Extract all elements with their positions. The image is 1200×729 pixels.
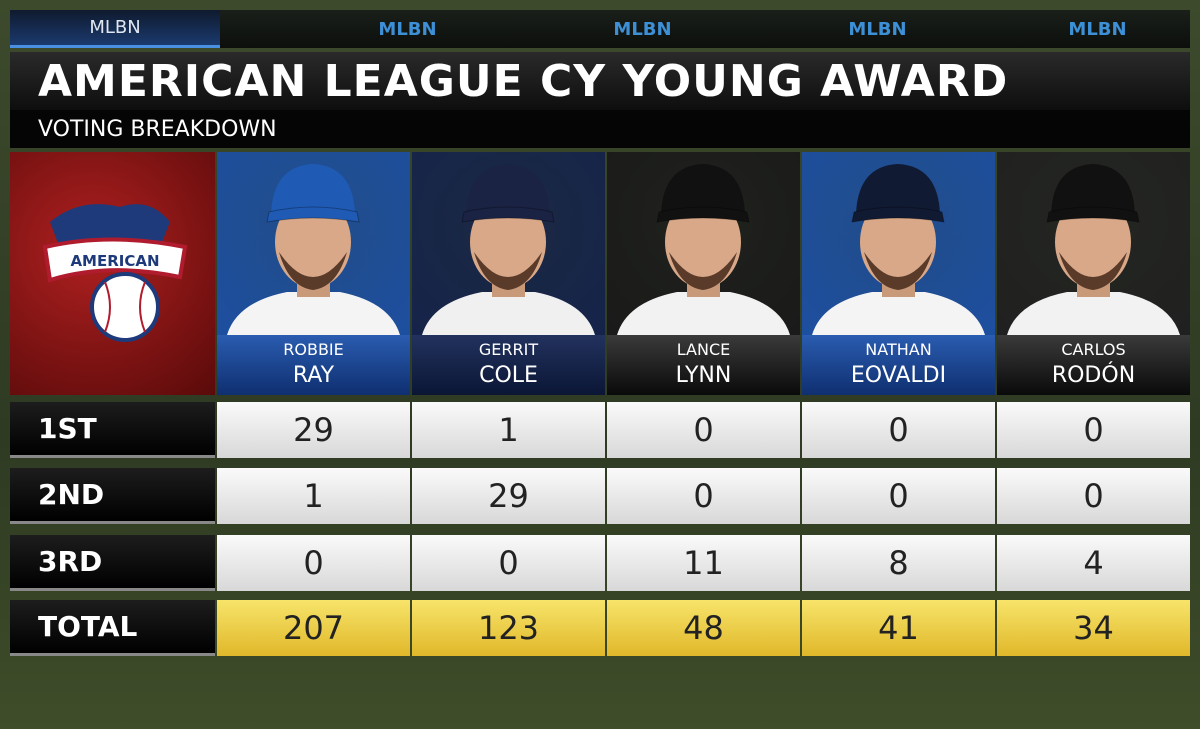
row-label: 3RD [10, 535, 215, 591]
last-name: RAY [292, 363, 335, 388]
name-plate: ROBBIE RAY [217, 335, 410, 395]
vote-cell: 0 [607, 468, 800, 524]
network-tab: MLBN [613, 18, 672, 40]
cap-brim [461, 206, 555, 223]
cap [661, 164, 745, 214]
face [470, 196, 546, 288]
first-name: CARLOS [1061, 340, 1126, 359]
player-photo [607, 152, 800, 335]
player-photo [997, 152, 1190, 335]
name-plate: GERRIT COLE [412, 335, 605, 395]
last-name: COLE [479, 363, 538, 388]
cap-brim [266, 206, 360, 223]
player-photo [412, 152, 605, 335]
total-cell: 41 [802, 600, 995, 656]
cap [466, 164, 550, 214]
face [275, 196, 351, 288]
player-art [812, 164, 985, 335]
beard [279, 252, 347, 290]
title: AMERICAN LEAGUE CY YOUNG AWARD [10, 52, 1190, 110]
name-plate: LANCE LYNN [607, 335, 800, 395]
last-name: RODÓN [1051, 363, 1136, 388]
vote-cell: 0 [217, 535, 410, 591]
cap [1051, 164, 1135, 214]
vote-cell: 11 [607, 535, 800, 591]
cap [271, 164, 355, 214]
logo-text: AMERICAN [70, 252, 159, 270]
total-cell: 48 [607, 600, 800, 656]
first-name: NATHAN [865, 340, 932, 359]
jersey [422, 292, 595, 335]
seams [104, 281, 146, 333]
first-name: GERRIT [478, 340, 539, 359]
beard [474, 252, 542, 290]
face [1055, 196, 1131, 288]
network-tab: MLBN [10, 10, 220, 48]
last-name: EOVALDI [850, 363, 947, 388]
vote-cell: 4 [997, 535, 1190, 591]
row-label: 1ST [10, 402, 215, 458]
row-label: TOTAL [10, 600, 215, 656]
vote-cell: 1 [412, 402, 605, 458]
player-art [617, 164, 790, 335]
league-logo: AMERICAN [10, 152, 215, 395]
vote-cell: 8 [802, 535, 995, 591]
first-name: LANCE [676, 340, 731, 359]
beard [669, 252, 737, 290]
network-tab: MLBN [848, 18, 907, 40]
player-art [422, 164, 595, 335]
cap-brim [656, 206, 750, 223]
total-cell: 123 [412, 600, 605, 656]
total-cell: 34 [997, 600, 1190, 656]
beard [864, 252, 932, 290]
vote-cell: 29 [412, 468, 605, 524]
name-plate: CARLOS RODÓN [997, 335, 1190, 395]
vote-cell: 0 [997, 468, 1190, 524]
beard [1059, 252, 1127, 290]
vote-cell: 0 [607, 402, 800, 458]
name-plate: NATHAN EOVALDI [802, 335, 995, 395]
face [860, 196, 936, 288]
face [665, 196, 741, 288]
banner [42, 237, 188, 283]
jersey [812, 292, 985, 335]
ball [90, 272, 160, 342]
jersey [1007, 292, 1180, 335]
cap [856, 164, 940, 214]
vote-cell: 29 [217, 402, 410, 458]
player-photo [217, 152, 410, 335]
vote-cell: 0 [802, 402, 995, 458]
jersey [617, 292, 790, 335]
network-tab: MLBN [378, 18, 437, 40]
vote-cell: 0 [412, 535, 605, 591]
cap-brim [851, 206, 945, 223]
jersey [227, 292, 400, 335]
last-name: LYNN [675, 363, 732, 388]
subtitle: VOTING BREAKDOWN [10, 110, 1190, 148]
first-name: ROBBIE [283, 340, 344, 359]
vote-cell: 1 [217, 468, 410, 524]
row-label: 2ND [10, 468, 215, 524]
player-photo [802, 152, 995, 335]
total-cell: 207 [217, 600, 410, 656]
vote-cell: 0 [802, 468, 995, 524]
logo-art: AMERICAN [42, 204, 188, 342]
network-tab: MLBN [1068, 18, 1127, 40]
player-art [1007, 164, 1180, 335]
vote-cell: 0 [997, 402, 1190, 458]
player-art [227, 164, 400, 335]
cap-brim [1046, 206, 1140, 223]
